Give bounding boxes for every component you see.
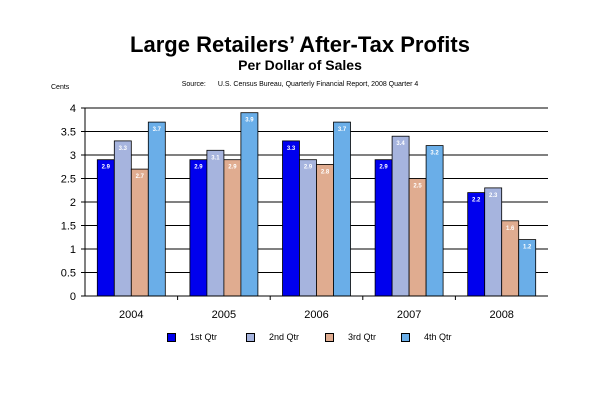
bar-value-label: 2.9 xyxy=(304,165,313,171)
bar-value-label: 3.3 xyxy=(119,146,128,152)
bar xyxy=(467,192,486,297)
bar xyxy=(96,159,115,297)
bar-value-label: 3.9 xyxy=(245,118,254,124)
bar xyxy=(408,178,427,297)
bar-value-label: 2.8 xyxy=(321,169,330,175)
bar xyxy=(223,159,242,297)
legend-swatch xyxy=(401,333,410,342)
legend-swatch xyxy=(167,333,176,342)
bar xyxy=(113,140,132,297)
bar xyxy=(374,159,393,297)
bar-value-label: 3.4 xyxy=(396,141,405,147)
legend: 1st Qtr 2nd Qtr 3rd Qtr 4th Qtr xyxy=(0,331,600,345)
bar-value-label: 3.2 xyxy=(430,151,439,157)
legend-label: 4th Qtr xyxy=(424,332,452,342)
bar-value-label: 3.1 xyxy=(211,155,220,161)
source-text: U.S. Census Bureau, Quarterly Financial … xyxy=(217,81,419,88)
bar-value-label: 3.7 xyxy=(338,127,347,133)
legend-label: 1st Qtr xyxy=(190,332,218,342)
x-tick-label: 2008 xyxy=(489,309,513,321)
bar-value-label: 2.3 xyxy=(489,193,498,199)
chart-title: Large Retailers’ After-Tax Profits xyxy=(130,32,470,57)
bar xyxy=(391,135,410,297)
bar-value-label: 2.2 xyxy=(472,198,481,204)
y-tick-label: 0.5 xyxy=(61,268,76,280)
bar xyxy=(501,220,520,297)
bar xyxy=(484,187,503,297)
source-note: Source: U.S. Census Bureau, Quarterly Fin… xyxy=(0,81,600,88)
bar xyxy=(425,145,444,297)
bar-value-label: 1.6 xyxy=(506,226,515,232)
legend-swatch xyxy=(246,333,255,342)
bar xyxy=(282,140,300,297)
bar-value-label: 2.5 xyxy=(413,184,422,190)
x-tick-label: 2007 xyxy=(397,309,421,321)
bars: 2.9 3.3 2.7 3.7 2.9 3.1 2.9 3.9 3.3 2.9 2.8 3.7 2.9 3… xyxy=(96,112,537,297)
legend-label: 3rd Qtr xyxy=(348,332,377,342)
bar xyxy=(240,112,259,297)
bar-value-label: 2.9 xyxy=(102,165,111,171)
source-label: Source: xyxy=(181,81,206,88)
legend-swatch xyxy=(325,333,334,342)
y-axis-unit-label: Cents xyxy=(51,84,70,91)
bar xyxy=(189,159,208,297)
bar xyxy=(299,159,317,297)
chart-subtitle: Per Dollar of Sales xyxy=(238,57,362,73)
y-tick-label: 3.5 xyxy=(61,127,76,139)
y-tick-label: 2 xyxy=(70,197,76,209)
x-tick-label: 2005 xyxy=(212,309,236,321)
bar-value-label: 2.9 xyxy=(194,165,203,171)
bar xyxy=(206,149,225,297)
y-tick-label: 2.5 xyxy=(61,174,76,186)
y-tick-label: 4 xyxy=(70,103,76,115)
bar-value-label: 2.9 xyxy=(379,165,388,171)
bar xyxy=(333,121,351,297)
bar-value-label: 2.7 xyxy=(136,174,145,180)
bar-value-label: 3.3 xyxy=(287,146,296,152)
x-tick-label: 2006 xyxy=(304,309,328,321)
bar-value-label: 3.7 xyxy=(153,127,162,133)
bar xyxy=(130,168,149,297)
bar xyxy=(316,163,334,297)
y-tick-label: 1 xyxy=(70,244,76,256)
x-tick-label: 2004 xyxy=(119,309,143,321)
bar xyxy=(147,121,166,297)
y-tick-label: 3 xyxy=(70,150,76,162)
legend-label: 2nd Qtr xyxy=(269,332,300,342)
bar-value-label: 1.2 xyxy=(523,245,532,251)
y-tick-label: 0 xyxy=(70,291,76,303)
axes: 0 0.5 1 1.5 2 2.5 3 3.5 4 2004 2005 2006 2007 2008 xyxy=(61,103,548,321)
bar-value-label: 2.9 xyxy=(228,165,237,171)
y-tick-label: 1.5 xyxy=(61,221,76,233)
